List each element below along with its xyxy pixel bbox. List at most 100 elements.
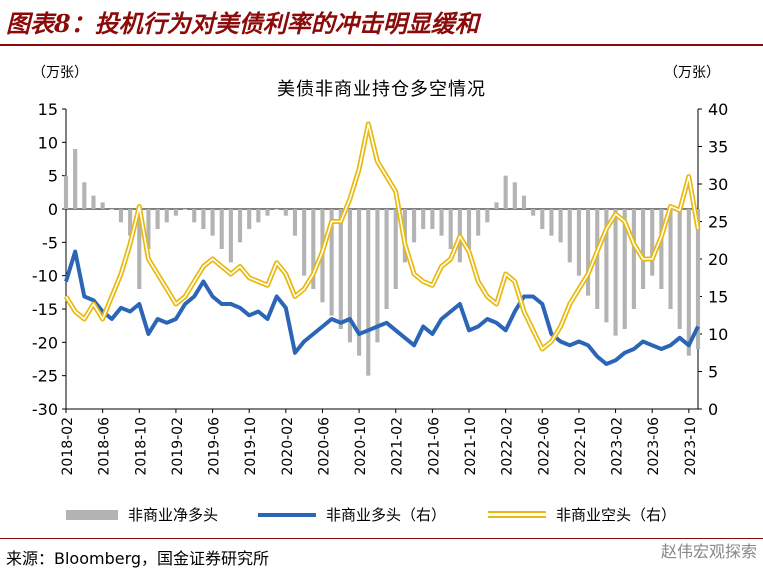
net-bar [494, 202, 499, 209]
chart-plot: 151050-5-10-15-20-25-3040353025201510502… [32, 100, 729, 476]
net-bar [411, 209, 417, 243]
net-bar [256, 209, 261, 223]
left-tick-label: -20 [32, 333, 58, 352]
net-bar [476, 209, 481, 236]
legend-label-long: 非商业多头（右） [326, 506, 447, 524]
net-bar [210, 209, 215, 236]
net-bar [695, 209, 701, 349]
net-bar [73, 149, 78, 209]
net-bar [192, 209, 197, 223]
net-bar [595, 209, 600, 309]
chart-title: 美债非商业持仓多空情况 [277, 79, 486, 100]
right-tick-label: 10 [708, 325, 728, 344]
net-bar [384, 209, 389, 309]
x-tick-label: 2018-02 [60, 417, 76, 476]
net-bar [283, 209, 288, 216]
net-bar [393, 209, 398, 289]
bottom-rule [0, 538, 763, 539]
right-axis-unit: （万张） [664, 65, 720, 81]
net-bar [677, 209, 682, 329]
net-bar [219, 209, 224, 249]
x-tick-label: 2018-10 [133, 417, 149, 476]
net-bar [448, 209, 453, 249]
right-tick-label: 5 [708, 363, 718, 382]
net-bar [659, 209, 664, 289]
net-bar [613, 209, 618, 336]
left-tick-label: -25 [32, 367, 58, 386]
net-bar [63, 175, 69, 209]
net-bar [558, 209, 563, 243]
net-bar [128, 209, 133, 236]
source-note: 来源：Bloomberg，国金证券研究所 [6, 549, 270, 568]
net-bar [302, 209, 307, 276]
x-tick-label: 2020-10 [353, 417, 369, 476]
short-series-line-inner [65, 123, 699, 350]
left-tick-label: 5 [48, 167, 58, 186]
net-bar [650, 209, 655, 276]
x-tick-label: 2020-06 [316, 417, 332, 476]
x-tick-label: 2019-06 [207, 417, 223, 476]
net-bar [503, 175, 508, 209]
net-bar [549, 209, 554, 236]
figure-title: 图表8：投机行为对美债利率的冲击明显缓和 [6, 9, 479, 38]
watermark: 赵伟宏观探索 [660, 542, 757, 561]
net-bar [311, 209, 316, 289]
net-bar [292, 209, 298, 236]
x-tick-label: 2023-10 [683, 417, 699, 476]
left-tick-label: -10 [32, 267, 58, 286]
long-series-line [64, 249, 700, 366]
left-axis-unit: （万张） [32, 65, 88, 81]
net-bar [631, 209, 636, 309]
left-tick-label: -15 [32, 300, 58, 319]
net-bar [567, 209, 572, 263]
x-tick-label: 2022-06 [536, 417, 552, 476]
net-bar [91, 195, 96, 209]
right-tick-label: 15 [708, 288, 728, 307]
x-tick-label: 2022-10 [573, 417, 589, 476]
net-bar [118, 209, 124, 223]
net-bar [173, 209, 178, 216]
legend-item-net: 非商业净多头 [66, 504, 218, 525]
net-bar [540, 209, 545, 229]
net-bar [640, 209, 646, 289]
x-tick-label: 2021-02 [390, 417, 406, 476]
net-bar [366, 209, 371, 376]
x-tick-label: 2018-06 [97, 417, 113, 476]
net-bar [439, 209, 444, 236]
legend-swatch-short [488, 511, 546, 518]
net-bar [430, 209, 435, 229]
net-bar [576, 209, 581, 276]
net-bar [375, 209, 380, 343]
left-tick-label: 10 [38, 133, 58, 152]
net-bar [466, 209, 472, 249]
net-bar [183, 209, 188, 210]
right-tick-label: 30 [708, 175, 728, 194]
net-bar [338, 209, 343, 329]
net-bar [100, 202, 105, 209]
net-bar [247, 209, 252, 229]
right-tick-label: 0 [708, 400, 718, 419]
net-bar [357, 209, 362, 356]
legend-item-long: 非商业多头（右） [258, 504, 446, 525]
x-tick-label: 2019-10 [243, 417, 259, 476]
net-bar [155, 209, 160, 229]
legend-label-net: 非商业净多头 [128, 506, 219, 524]
net-bar [237, 209, 243, 243]
net-bar [485, 209, 490, 223]
net-bar [668, 209, 673, 309]
net-bar [521, 195, 527, 209]
right-tick-label: 40 [708, 100, 728, 119]
net-bar [531, 209, 536, 216]
x-tick-label: 2021-10 [463, 417, 479, 476]
net-bar [109, 209, 114, 210]
x-tick-label: 2022-02 [500, 417, 516, 476]
net-bar [228, 209, 233, 263]
x-tick-label: 2021-06 [426, 417, 442, 476]
right-tick-label: 35 [708, 138, 728, 157]
x-tick-label: 2020-02 [280, 417, 296, 476]
title-rule [0, 44, 763, 46]
net-bar [347, 209, 353, 343]
net-bar [686, 209, 691, 356]
legend-swatch-net [66, 509, 118, 520]
net-bar [512, 182, 517, 209]
